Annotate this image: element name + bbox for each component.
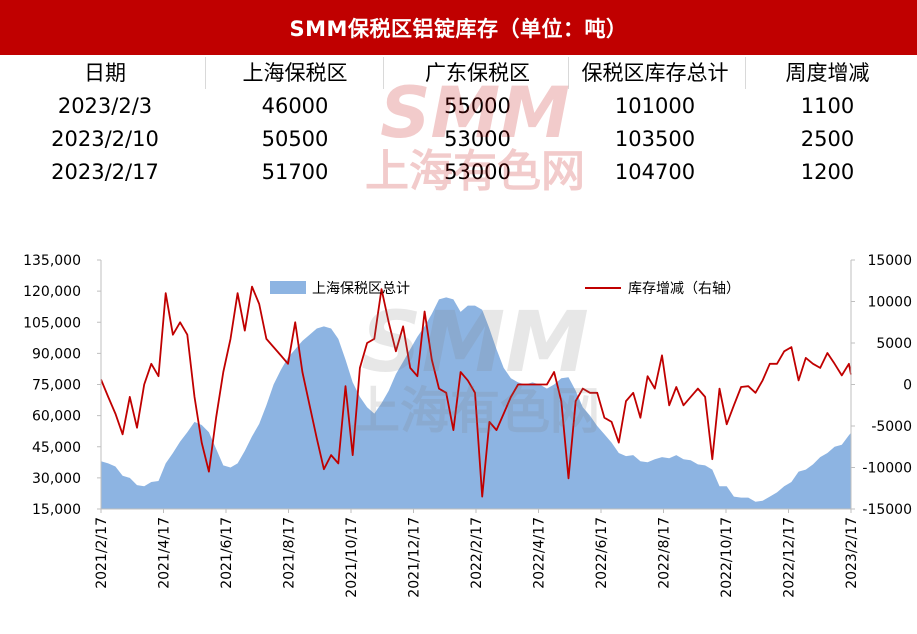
x-axis-tick-label: 2021/6/17 — [219, 517, 235, 589]
x-axis-tick-label: 2022/6/17 — [594, 517, 610, 589]
left-axis-tick-label: 60,000 — [32, 409, 81, 425]
legend: 上海保税区总计 库存增减（右轴） — [270, 281, 740, 297]
title-bar: SMM保税区铝锭库存（单位：吨） — [0, 0, 917, 55]
x-axis-tick-label: 2022/8/17 — [657, 517, 673, 589]
table-cell: 46000 — [261, 94, 329, 118]
column-header-total: 保税区库存总计 — [581, 61, 729, 85]
x-axis-tick-label: 2023/2/17 — [844, 517, 860, 589]
x-axis-tick-label: 2021/4/17 — [157, 517, 173, 589]
table-cell: 101000 — [614, 94, 696, 118]
x-axis-tick-label: 2021/12/17 — [407, 517, 423, 598]
column-header-weekly-change: 周度增减 — [785, 61, 870, 85]
chart-title: SMM保税区铝锭库存（单位：吨） — [289, 16, 628, 41]
x-axis-tick-label: 2022/2/17 — [469, 517, 485, 589]
header-divider — [745, 57, 746, 89]
right-axis-ticks: -15000 -10000 -5000 0 5000 10000 15000 — [851, 253, 912, 518]
table-cell: 51700 — [261, 160, 329, 184]
left-axis-tick-label: 90,000 — [32, 346, 81, 362]
inventory-table: 日期 上海保税区 广东保税区 保税区库存总计 周度增减 2023/2/3 460… — [0, 55, 917, 195]
left-axis-tick-label: 30,000 — [32, 471, 81, 487]
header-divider — [205, 57, 206, 89]
right-axis-tick-label: -15000 — [862, 502, 912, 518]
x-axis-tick-label: 2021/10/17 — [344, 517, 360, 598]
table-cell: 55000 — [444, 94, 511, 118]
right-axis-tick-label: -10000 — [862, 461, 912, 477]
table-cell: 50500 — [261, 127, 329, 151]
table-cell: 2023/2/17 — [51, 160, 159, 184]
x-axis-tick-label: 2022/10/17 — [719, 517, 735, 598]
right-axis-tick-label: 0 — [903, 378, 912, 394]
header-divider — [568, 57, 569, 89]
left-axis-tick-label: 45,000 — [32, 440, 81, 456]
x-axis-tick-label: 2022/4/17 — [532, 517, 548, 589]
table-cell: 2500 — [800, 127, 855, 151]
series-line-inventory-change — [100, 285, 852, 498]
legend-swatch-area — [270, 281, 306, 294]
left-axis-tick-label: 120,000 — [23, 284, 81, 300]
legend-label-area: 上海保税区总计 — [312, 281, 410, 297]
table-cell: 53000 — [444, 127, 511, 151]
column-header-guangdong: 广东保税区 — [425, 61, 530, 85]
right-axis-tick-label: 5000 — [876, 336, 912, 352]
table-cell: 2023/2/3 — [57, 94, 153, 118]
column-header-shanghai: 上海保税区 — [242, 61, 348, 85]
column-header-date: 日期 — [84, 61, 126, 85]
left-axis-tick-label: 15,000 — [32, 502, 81, 518]
left-axis-tick-label: 75,000 — [32, 378, 81, 394]
left-axis-tick-label: 135,000 — [23, 253, 81, 269]
table-cell: 1100 — [800, 94, 855, 118]
left-axis-tick-label: 105,000 — [23, 315, 81, 331]
x-axis-tick-label: 2021/2/17 — [94, 517, 110, 589]
table-cell: 53000 — [444, 160, 511, 184]
right-axis-tick-label: 15000 — [867, 253, 912, 269]
legend-label-line: 库存增减（右轴） — [628, 281, 740, 297]
x-axis-tick-label: 2021/8/17 — [282, 517, 298, 589]
header-divider — [383, 57, 384, 89]
x-axis-tick-label: 2022/12/17 — [782, 517, 798, 598]
table-cell: 103500 — [614, 127, 696, 151]
table-cell: 1200 — [800, 160, 855, 184]
x-axis-ticks: 2021/2/17 2021/4/17 2021/6/17 2021/8/17 2021… — [94, 509, 860, 598]
left-axis-ticks: 15,000 30,000 45,000 60,000 75,000 90,000 105,… — [23, 253, 101, 518]
table-cell: 2023/2/10 — [51, 127, 159, 151]
right-axis-tick-label: -5000 — [871, 419, 912, 435]
table-cell: 104700 — [614, 160, 696, 184]
right-axis-tick-label: 10000 — [867, 295, 912, 311]
